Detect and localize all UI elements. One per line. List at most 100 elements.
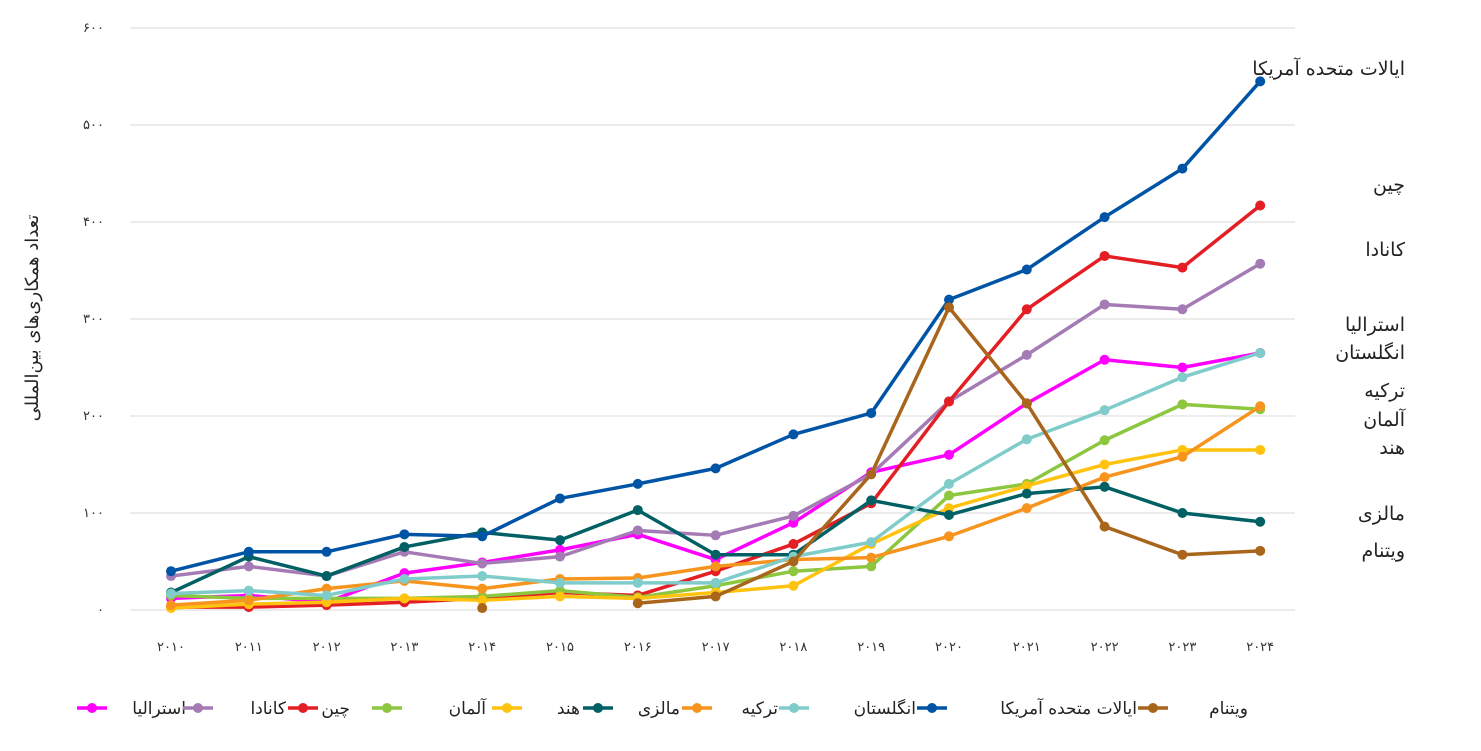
data-point — [1255, 545, 1266, 556]
data-point — [1021, 434, 1032, 445]
legend-label: مالزی — [638, 699, 680, 719]
y-axis-ticks: ۰ ۱۰۰ ۲۰۰ ۳۰۰ ۴۰۰ ۵۰۰ ۶۰۰ — [83, 21, 104, 618]
series-end-label: استرالیا — [1345, 314, 1405, 336]
data-point — [1255, 516, 1266, 527]
legend-label: ویتنام — [1209, 699, 1248, 719]
x-tick-label: ۲۰۱۷ — [702, 640, 730, 655]
data-point — [1099, 459, 1110, 470]
legend-item: مالزی — [583, 699, 680, 719]
data-point — [399, 541, 410, 552]
data-point — [1021, 488, 1032, 499]
series-path — [169, 261, 1262, 578]
data-point — [866, 537, 877, 548]
y-tick-label: ۳۰۰ — [83, 312, 104, 327]
y-tick-label: ۶۰۰ — [83, 21, 104, 36]
data-point — [632, 478, 643, 489]
data-point — [477, 583, 488, 594]
data-point — [944, 509, 954, 520]
x-tick-label: ۲۰۲۱ — [1013, 640, 1041, 655]
x-tick-label: ۲۰۲۴ — [1246, 640, 1274, 655]
series-end-label: مالزی — [1358, 503, 1405, 525]
data-point — [243, 595, 254, 606]
data-point — [1177, 508, 1188, 518]
data-point — [710, 577, 721, 588]
data-point — [632, 598, 643, 609]
data-point — [477, 558, 488, 569]
legend-item: ترکیه — [682, 699, 778, 719]
data-point — [788, 556, 799, 567]
legend-item: چین — [288, 699, 350, 719]
series-line — [166, 347, 1266, 601]
legend-item: استرالیا — [77, 699, 186, 719]
data-point — [1099, 521, 1110, 532]
data-point — [1021, 349, 1032, 360]
data-point — [477, 595, 488, 606]
x-tick-label: ۲۰۱۲ — [313, 640, 341, 655]
series-path — [169, 79, 1262, 573]
data-point — [1099, 472, 1110, 483]
data-point — [1099, 481, 1110, 492]
data-point — [710, 591, 721, 602]
legend-marker — [382, 703, 392, 713]
series-end-label: ویتنام — [1362, 540, 1405, 562]
series-line — [166, 258, 1266, 582]
legend-item: ایالات متحده آمریکا — [917, 697, 1137, 719]
legend-label: ایالات متحده آمریکا — [1000, 697, 1137, 719]
data-point — [710, 561, 721, 572]
x-tick-label: ۲۰۲۲ — [1091, 640, 1119, 655]
data-point — [1021, 264, 1032, 275]
data-point — [1099, 212, 1110, 223]
data-point — [243, 561, 254, 572]
series-end-label: چین — [1373, 174, 1405, 196]
data-point — [632, 505, 643, 516]
data-point — [866, 552, 877, 563]
data-point — [1177, 304, 1188, 315]
data-point — [321, 546, 332, 557]
data-point — [944, 396, 954, 407]
y-tick-label: ۵۰۰ — [83, 118, 104, 133]
legend-marker — [789, 703, 799, 713]
data-point — [477, 603, 488, 614]
data-point — [1021, 398, 1032, 409]
legend-marker — [502, 703, 512, 713]
legend-label: استرالیا — [132, 699, 186, 719]
data-point — [1255, 444, 1266, 455]
x-tick-label: ۲۰۱۰ — [157, 640, 185, 655]
y-tick-label: ۰ — [97, 603, 104, 618]
data-point — [788, 580, 799, 591]
series-end-label: ایالات متحده آمریکا — [1252, 56, 1405, 80]
data-point — [477, 531, 488, 542]
data-point — [788, 510, 799, 521]
x-tick-label: ۲۰۱۶ — [624, 640, 652, 655]
data-point — [1099, 299, 1110, 310]
data-point — [632, 525, 643, 536]
legend-label: کانادا — [251, 699, 287, 719]
data-point — [243, 585, 254, 596]
series-end-label: ترکیه — [1364, 380, 1405, 402]
data-point — [555, 535, 565, 546]
data-point — [866, 561, 877, 572]
data-point — [321, 571, 332, 582]
data-point — [1021, 480, 1032, 491]
data-point — [944, 478, 954, 489]
legend-item: انگلستان — [779, 698, 916, 719]
legend-item: آلمان — [372, 697, 487, 719]
series-end-label: آلمان — [1363, 407, 1406, 431]
data-point — [944, 302, 954, 313]
data-point — [944, 531, 954, 542]
series-end-label: انگلستان — [1335, 341, 1405, 364]
data-point — [710, 463, 721, 474]
data-point — [555, 551, 565, 562]
data-point — [1177, 362, 1188, 373]
x-tick-label: ۲۰۱۹ — [857, 640, 885, 655]
x-tick-label: ۲۰۱۵ — [546, 640, 574, 655]
legend-marker — [692, 703, 702, 713]
data-point — [321, 590, 332, 601]
data-point — [1177, 163, 1188, 174]
data-point — [555, 577, 565, 588]
legend-label: هند — [557, 699, 580, 719]
data-point — [788, 539, 799, 550]
data-point — [1255, 401, 1266, 412]
series-end-label: کانادا — [1365, 239, 1406, 261]
